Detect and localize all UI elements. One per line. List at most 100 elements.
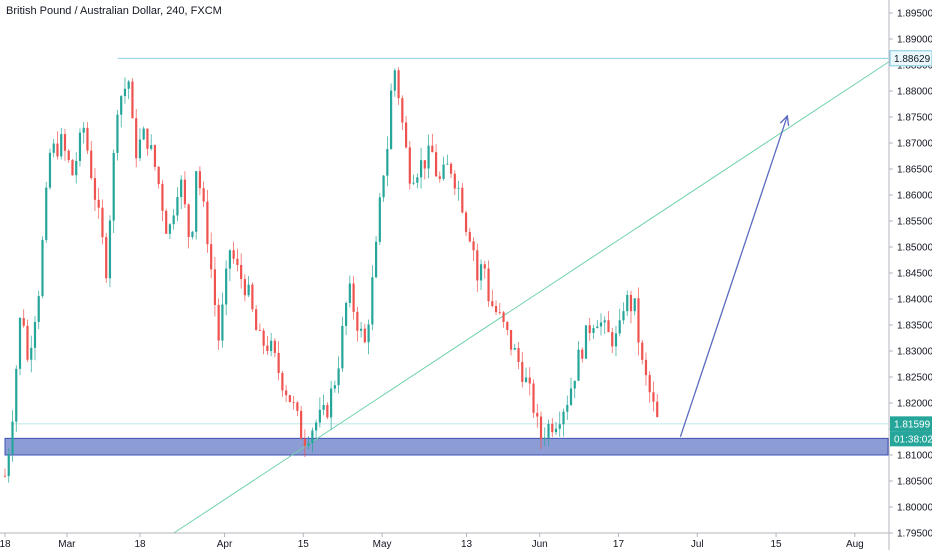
candle-body — [82, 127, 85, 133]
time-tick-label: 13 — [461, 539, 473, 550]
candle-body — [562, 411, 565, 425]
price-tick-label: 1.89500 — [897, 9, 932, 20]
candle-body — [105, 237, 108, 279]
candle-body — [644, 359, 648, 376]
price-badges: 1.88629 1.81599 01:38:02 — [889, 50, 932, 447]
candle-body — [472, 241, 475, 251]
candle-body — [554, 428, 558, 433]
candle-body — [371, 277, 374, 325]
price-tick-label: 1.83000 — [897, 347, 932, 358]
candle-body — [449, 163, 453, 174]
candle-body — [416, 177, 419, 183]
candle-body — [341, 325, 344, 369]
candle-body — [131, 81, 134, 119]
candle-body — [281, 372, 284, 391]
time-tick-label: Aug — [846, 539, 864, 550]
candle-body — [262, 330, 265, 346]
candle-body — [506, 321, 509, 330]
candle-body — [67, 150, 70, 161]
time-axis[interactable]: 18 Mar 18 Apr 15 May 13 Jun 17 Jul 15 Aug — [0, 532, 889, 550]
candle-body — [135, 118, 138, 159]
time-tick-label: 15 — [771, 539, 783, 550]
candle-body — [288, 395, 291, 402]
price-tick-label: 1.85500 — [897, 217, 932, 228]
candle-body — [138, 139, 142, 159]
candle-body — [596, 326, 599, 329]
candle-body — [566, 404, 569, 412]
time-tick-label: 18 — [0, 539, 11, 550]
candle-body — [573, 380, 576, 389]
candle-body — [408, 147, 411, 184]
candle-body — [577, 349, 580, 381]
candle-body — [22, 318, 25, 326]
candle-body — [56, 143, 59, 157]
candle-body — [539, 416, 543, 439]
candle-body — [266, 345, 269, 352]
candle-body — [397, 70, 400, 99]
candle-body — [198, 171, 202, 189]
candle-body — [558, 424, 561, 429]
candle-body — [228, 250, 232, 269]
candle-body — [75, 160, 78, 176]
candle-body — [333, 385, 336, 389]
candle-body — [285, 390, 288, 396]
price-tick-label: 1.81000 — [897, 451, 932, 462]
candle-body — [195, 171, 198, 232]
candle-body — [581, 349, 584, 359]
candle-body — [389, 90, 393, 150]
candle-body — [363, 328, 366, 343]
chart-title: British Pound / Australian Dollar, 240, … — [6, 5, 222, 17]
candle-body — [183, 179, 187, 205]
countdown-badge-bg — [890, 431, 932, 447]
candle-body — [202, 188, 205, 202]
countdown-badge: 01:38:02 — [894, 434, 932, 445]
price-tick-label: 1.80000 — [897, 503, 932, 514]
candle-body — [603, 320, 606, 323]
candle-body — [277, 352, 280, 373]
time-tick-label: Jun — [532, 539, 548, 550]
price-tick-label: 1.87000 — [897, 139, 932, 150]
candle-body — [127, 81, 130, 89]
candle-body — [15, 368, 18, 422]
candle-body — [543, 437, 546, 439]
candle-body — [213, 269, 217, 305]
candle-body — [498, 312, 501, 313]
candle-body — [303, 438, 306, 446]
candle-body — [78, 132, 82, 161]
candle-body — [412, 182, 415, 184]
candle-body — [247, 284, 250, 296]
candle-body — [52, 143, 55, 153]
candle-body — [359, 328, 363, 331]
price-tick-label: 1.88000 — [897, 87, 932, 98]
candle-body — [86, 127, 89, 151]
candle-body — [528, 377, 531, 384]
candle-body — [483, 264, 486, 269]
candle-body — [352, 283, 355, 312]
candle-body — [348, 283, 351, 303]
candle-body — [618, 320, 621, 334]
candle-body — [165, 210, 168, 234]
price-tick-label: 1.79500 — [897, 529, 932, 540]
candle-body — [225, 268, 228, 305]
candle-body — [622, 311, 625, 321]
candle-body — [172, 215, 175, 225]
candle-body — [270, 340, 273, 352]
support-zone — [4, 437, 889, 456]
candle-body — [45, 187, 48, 240]
current-price-badge-bg — [890, 416, 932, 432]
candle-body — [509, 329, 513, 350]
candle-body — [374, 241, 378, 278]
candle-body — [404, 122, 408, 148]
price-tick-label: 1.82500 — [897, 373, 932, 384]
price-axis[interactable]: 1.895001.890001.885001.880001.875001.870… — [888, 0, 932, 550]
candle-body — [434, 152, 438, 177]
candle-body — [468, 231, 471, 242]
candle-body — [112, 152, 115, 221]
candle-body — [97, 199, 100, 208]
candle-body — [146, 128, 149, 149]
time-tick-label: Jul — [691, 539, 704, 550]
candle-body — [345, 302, 348, 326]
projection-arrow-head — [779, 114, 790, 126]
candle-body — [300, 410, 303, 439]
